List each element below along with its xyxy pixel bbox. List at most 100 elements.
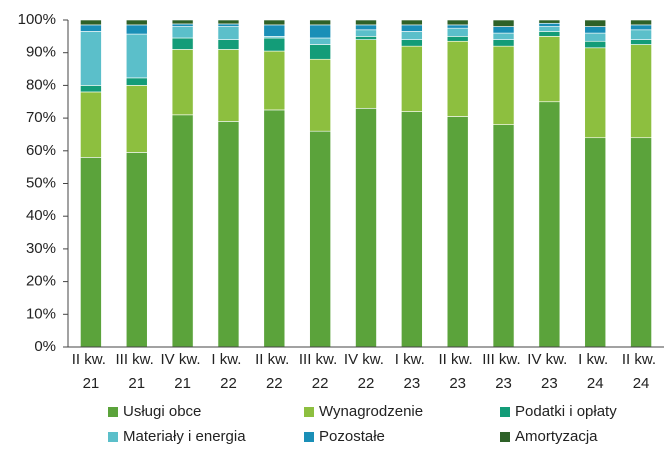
bar-segment [584, 47, 607, 139]
bar-segment [446, 19, 469, 26]
bar-segment [263, 50, 286, 111]
bar-segment [171, 23, 194, 27]
bar-segment [125, 77, 148, 86]
bar-segment [263, 19, 286, 26]
x-tick-line: 22 [358, 375, 375, 392]
x-tick-line: 21 [174, 375, 191, 392]
y-tick-label: 40% [26, 207, 56, 224]
bar-segment [492, 26, 515, 34]
bar-segment [538, 31, 561, 37]
y-tick-label: 50% [26, 174, 56, 191]
x-tick-label: IV kw. 22 [344, 351, 388, 392]
bar-segment [538, 101, 561, 348]
legend-label: Amortyzacja [515, 428, 598, 445]
bar-segment [492, 45, 515, 125]
x-tick-line: 22 [220, 375, 237, 392]
bar-segment [355, 19, 377, 26]
x-tick-line: I kw. [211, 351, 245, 368]
bar-segment [125, 33, 148, 79]
bar-segment [401, 19, 423, 26]
x-tick-line: II kw. [72, 351, 110, 368]
bar-segment [309, 19, 331, 26]
x-tick-line: II kw. [439, 351, 477, 368]
x-tick-line: IV kw. [161, 351, 205, 368]
bar-segment [630, 44, 652, 139]
x-tick-line: 24 [633, 375, 650, 392]
x-tick-label: II kw. 22 [255, 351, 293, 392]
x-tick-line: III kw. [116, 351, 159, 368]
legend-swatch [304, 407, 314, 417]
x-tick-line: 21 [128, 375, 145, 392]
x-tick-label: II kw. 21 [72, 351, 110, 392]
bar-segment [492, 39, 515, 47]
y-tick-label: 30% [26, 240, 56, 257]
legend-label: Podatki i opłaty [515, 403, 617, 420]
y-tick-label: 90% [26, 44, 56, 61]
bar-segment [584, 26, 607, 34]
bar-segment [309, 24, 331, 39]
legend-swatch [500, 432, 510, 442]
x-tick-label: IV kw. 23 [527, 351, 571, 392]
bar-segment [630, 39, 652, 45]
x-tick-label: IV kw. 21 [161, 351, 205, 392]
bar-segment [217, 121, 240, 348]
bar-segment [80, 91, 102, 158]
bar-segment [584, 40, 607, 49]
bar-segment [401, 39, 423, 47]
bar-segment [263, 24, 286, 37]
bar-segment [80, 19, 102, 26]
bar-segment [446, 116, 469, 348]
bar-segment [584, 32, 607, 42]
x-tick-label: I kw. 24 [578, 351, 612, 392]
x-tick-label: III kw. 23 [482, 351, 525, 392]
bar-segment [80, 157, 102, 348]
x-tick-line: IV kw. [527, 351, 571, 368]
x-tick-line: IV kw. [344, 351, 388, 368]
bar-segment [171, 49, 194, 116]
y-tick-label: 20% [26, 273, 56, 290]
bar-segment [217, 26, 240, 40]
x-tick-label: I kw. 22 [211, 351, 245, 392]
bar-segment [401, 111, 423, 348]
bar-segment [492, 19, 515, 27]
bar-segment [492, 32, 515, 40]
bar-segment [80, 31, 102, 86]
bar-segment [538, 36, 561, 103]
bar-segment [171, 19, 194, 25]
x-tick-label: III kw. 22 [299, 351, 342, 392]
bar-segment [538, 22, 561, 27]
y-tick-label: 60% [26, 142, 56, 159]
bar-segment [401, 31, 423, 40]
bar-segment [584, 19, 607, 27]
x-tick-label: II kw. 24 [622, 351, 660, 392]
bar-segment [492, 124, 515, 348]
bar-segment [446, 40, 469, 117]
x-tick-line: II kw. [255, 351, 293, 368]
bar-segment [217, 39, 240, 50]
legend-label: Usługi obce [123, 403, 201, 420]
bar-segment [217, 23, 240, 27]
bar-segment [309, 37, 331, 45]
bar-segment [584, 137, 607, 348]
x-tick-line: 23 [404, 375, 421, 392]
y-tick-label: 70% [26, 109, 56, 126]
bar-segment [401, 45, 423, 112]
bar-segment [171, 114, 194, 348]
bar-segment [125, 85, 148, 153]
bar-segment [80, 85, 102, 93]
bar-segment [125, 24, 148, 35]
bar-segment [355, 24, 377, 31]
bar-segment [309, 130, 331, 348]
bar-segment [355, 29, 377, 37]
legend-swatch [108, 407, 118, 417]
bar-segment [538, 19, 561, 24]
bar-segment [630, 29, 652, 40]
legend-swatch [304, 432, 314, 442]
bar-segment [171, 37, 194, 50]
bar-segment [309, 44, 331, 60]
x-tick-line: 22 [312, 375, 329, 392]
bar-segment [263, 109, 286, 348]
x-tick-label: III kw. 21 [116, 351, 159, 392]
bar-segment [355, 39, 377, 109]
